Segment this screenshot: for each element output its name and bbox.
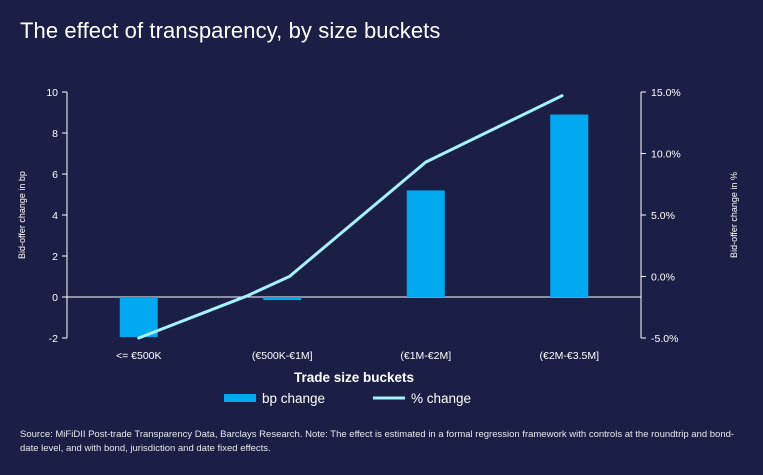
legend-label-bar: bp change <box>262 391 325 406</box>
left-tick-label: 2 <box>52 251 58 263</box>
chart: -2 0 2 4 6 8 10 -5.0% 0.0% 5.0% 10.0% 15.0% Bid-offe… <box>17 87 739 406</box>
x-tick-label: (€2M-€3.5M] <box>539 350 599 362</box>
legend-swatch-bar <box>224 394 256 402</box>
bar <box>406 190 445 297</box>
line-path <box>137 94 564 340</box>
left-tick-label: -2 <box>49 333 58 345</box>
legend: bp change % change <box>224 391 471 406</box>
x-tick-label: (€500K-€1M] <box>252 350 313 362</box>
source-note: Source: MiFiDII Post-trade Transparency … <box>20 429 735 454</box>
left-tick-label: 0 <box>52 292 58 304</box>
x-tick-label: <= €500K <box>116 350 162 362</box>
line-series <box>137 94 564 340</box>
left-tick-label: 6 <box>52 169 58 181</box>
bar <box>263 297 302 301</box>
chart-title: The effect of transparency, by size buck… <box>20 18 441 43</box>
y-axis-title-right: Bid-offer change in % <box>729 172 739 258</box>
legend-label-line: % change <box>411 391 471 406</box>
right-tick-label: 0.0% <box>651 272 675 284</box>
bars <box>119 114 589 337</box>
x-axis-title: Trade size buckets <box>294 370 414 385</box>
x-tick-label: (€1M-€2M] <box>400 350 451 362</box>
bar <box>119 297 158 337</box>
left-tick-label: 10 <box>46 87 58 99</box>
y-axis-title: Bid-offer change in bp <box>17 171 27 259</box>
left-tick-label: 8 <box>52 128 58 140</box>
bar <box>550 114 589 297</box>
right-tick-label: 5.0% <box>651 210 675 222</box>
right-tick-label: 15.0% <box>651 87 681 99</box>
axes <box>62 91 646 339</box>
right-tick-label: -5.0% <box>651 333 678 345</box>
right-tick-label: 10.0% <box>651 149 681 161</box>
left-tick-label: 4 <box>52 210 58 222</box>
axis-labels: -2 0 2 4 6 8 10 -5.0% 0.0% 5.0% 10.0% 15.0% Bid-offe… <box>17 87 739 385</box>
